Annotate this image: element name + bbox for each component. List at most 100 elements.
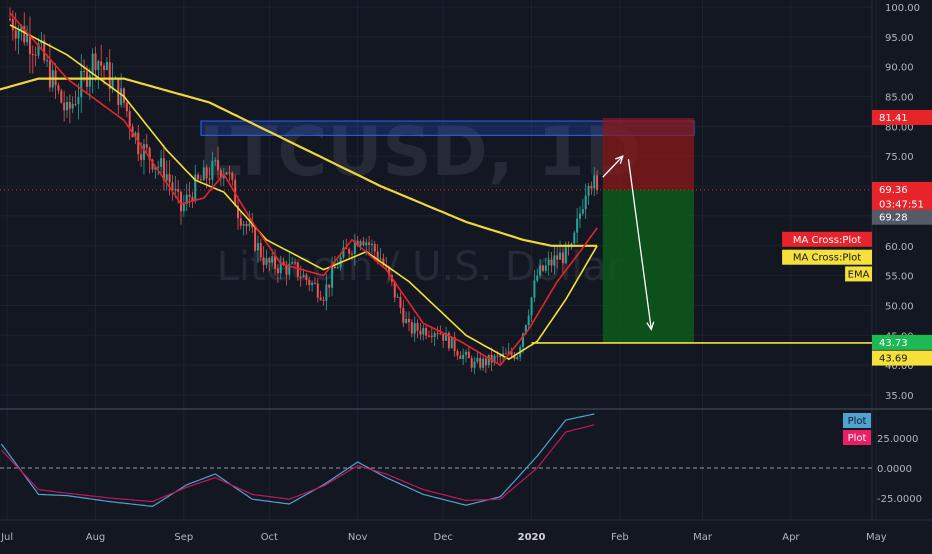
symbol-watermark: LTCUSD, 1D Litecoin / U.S. Dollar (199, 113, 641, 290)
price-axis-tag: 43.73 (872, 334, 932, 350)
osc-tick-label: -25.0000 (877, 494, 922, 505)
candle (325, 273, 328, 311)
candle (171, 175, 174, 201)
price-axis-tag: 81.41 (872, 109, 932, 125)
candle (296, 261, 299, 281)
osc-tick-label: 25.0000 (877, 434, 918, 445)
candle (239, 210, 242, 230)
candle (379, 247, 382, 261)
candle (145, 134, 148, 152)
candle (279, 255, 282, 280)
candle (276, 263, 279, 283)
candle (71, 96, 74, 114)
candle (305, 272, 308, 286)
arrows[interactable] (602, 155, 655, 331)
ma-cross-red-line (9, 12, 598, 367)
svg-text:69.36: 69.36 (879, 185, 908, 196)
candle (316, 278, 319, 303)
candle (199, 174, 202, 181)
candle (516, 355, 519, 361)
candle (587, 183, 590, 205)
osc-legend-tag: Plot (843, 413, 871, 428)
arrow-drawing[interactable] (602, 155, 624, 178)
oscillator-pane (0, 413, 872, 508)
svg-text:EMA: EMA (848, 269, 870, 280)
candle (453, 331, 456, 357)
candle (68, 94, 71, 124)
candle (60, 88, 63, 104)
candle (539, 259, 542, 279)
stop-loss-zone[interactable] (602, 117, 694, 190)
candle (527, 309, 530, 329)
candle (26, 25, 29, 46)
candle (351, 250, 353, 261)
candle (456, 348, 459, 360)
candle (467, 345, 470, 359)
candle (162, 144, 165, 191)
candle (402, 299, 405, 328)
candle (63, 90, 66, 122)
candle (319, 290, 322, 301)
candle (462, 348, 465, 365)
candle (484, 355, 487, 373)
candle (393, 281, 396, 303)
price-axis-tag: 43.69 (872, 350, 932, 366)
price-tick-label: 95.00 (885, 33, 914, 44)
candle (559, 240, 562, 260)
candle (473, 356, 476, 375)
candle (237, 195, 239, 230)
candle (148, 146, 151, 174)
candle (584, 183, 587, 219)
time-tick-label: Aug (86, 532, 106, 543)
take-profit-zone[interactable] (602, 189, 694, 343)
time-tick-label: Apr (782, 532, 800, 543)
candle (362, 237, 365, 247)
oscillator-axis[interactable]: 25.0000 0.0000 -25.0000 (877, 434, 922, 505)
osc-blue-line (0, 413, 595, 508)
arrow-drawing[interactable] (627, 159, 655, 331)
watermark-symbol: LTCUSD, 1D (199, 113, 641, 192)
candle (470, 355, 473, 373)
candle (165, 160, 168, 191)
candle (405, 311, 408, 324)
indicator-legend-tag: EMA (845, 266, 872, 282)
candle (208, 167, 211, 185)
candle (436, 326, 439, 340)
candle (125, 101, 128, 118)
candle (442, 333, 445, 348)
candle (413, 316, 416, 342)
time-tick-label: Oct (261, 532, 278, 543)
candle (37, 37, 40, 59)
candle (370, 239, 373, 255)
candle (66, 96, 68, 118)
candle (410, 319, 413, 338)
time-axis[interactable]: Jul Aug Sep Oct Nov Dec 2020 Feb Mar Apr May (0, 532, 887, 543)
candle (331, 256, 334, 297)
candle (533, 270, 536, 303)
candle (504, 348, 507, 355)
candle (328, 284, 331, 298)
svg-text:Plot: Plot (848, 433, 867, 444)
candle (487, 354, 490, 368)
candle (254, 224, 257, 253)
indicator-legend-tag: MA Cross:Plot (782, 249, 872, 265)
candle (465, 349, 467, 363)
time-tick-label: Feb (611, 532, 629, 543)
price-tick-label: 60.00 (885, 242, 914, 253)
price-axis-tag: 69.36 (872, 181, 932, 197)
candle (294, 258, 296, 266)
candle (100, 44, 103, 77)
svg-text:MA Cross:Plot: MA Cross:Plot (793, 253, 861, 264)
svg-text:Plot: Plot (848, 416, 867, 427)
price-tick-label: 55.00 (885, 272, 914, 283)
candle (48, 43, 51, 92)
candle (217, 146, 220, 179)
candle (43, 34, 46, 64)
drawings[interactable] (0, 117, 872, 344)
candle (556, 244, 559, 269)
candle (256, 235, 259, 263)
svg-text:81.41: 81.41 (879, 113, 908, 124)
time-tick-label: Mar (693, 532, 713, 543)
